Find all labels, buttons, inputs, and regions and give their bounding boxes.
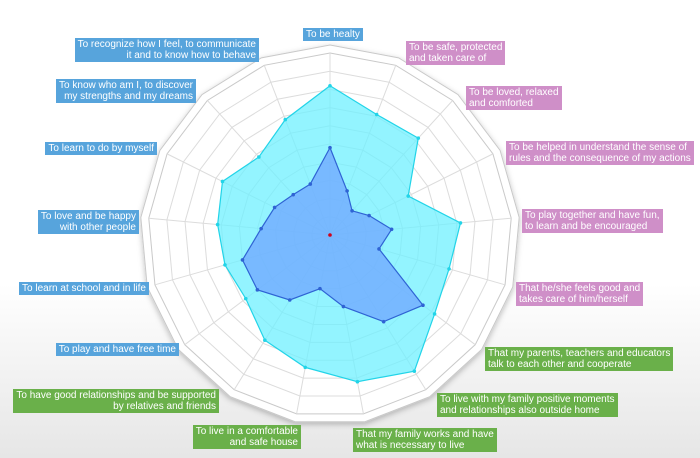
category-label: To be healty	[303, 28, 363, 41]
category-label: That my family works and have what is ne…	[353, 428, 497, 452]
series-1-point	[355, 379, 360, 384]
series-1-point	[432, 312, 437, 316]
series-1-point	[328, 83, 332, 88]
category-label: To love and be happy with other people	[37, 210, 139, 234]
category-label: To be helped in understand the sense of …	[506, 141, 694, 165]
series-2-point	[287, 298, 292, 302]
radar-center-dot	[328, 233, 332, 237]
category-label: To know who am I, to discover my strengt…	[56, 79, 196, 103]
series-1-point	[416, 136, 421, 140]
series-1-point	[303, 365, 308, 370]
radar-grid-ring	[184, 88, 476, 379]
category-label: To live with my family positive moments …	[437, 393, 618, 417]
series-2-point	[259, 226, 263, 231]
series-1-point	[263, 338, 267, 343]
series-2-area	[241, 146, 424, 323]
series-2-point	[255, 288, 260, 292]
category-label: To be loved, relaxed and comforted	[466, 86, 562, 110]
series-1-point	[406, 194, 411, 198]
series-2-point	[367, 213, 371, 218]
series-2-point	[345, 189, 349, 193]
series-2-point	[308, 182, 313, 186]
series-1-point	[283, 117, 288, 122]
series-1-point	[257, 155, 261, 159]
series-1-point	[223, 263, 227, 267]
series-2-point	[272, 205, 277, 210]
radar-grid-ring	[166, 70, 494, 397]
series-1-point	[220, 179, 225, 184]
series-1-point	[447, 267, 451, 271]
series-2-point	[341, 304, 346, 309]
series-1-point	[215, 222, 220, 227]
series-2-point	[291, 192, 296, 197]
series-2-point	[328, 145, 332, 150]
category-label: To be safe, protected and taken care of	[406, 41, 506, 65]
category-label: To have good relationships and be suppor…	[13, 389, 219, 413]
category-label: That my parents, teachers and educators …	[485, 347, 674, 371]
category-label: To play together and have fun, to learn …	[522, 209, 663, 233]
category-label: That he/she feels good and takes care of…	[516, 282, 644, 306]
series-1-point	[374, 112, 379, 117]
category-label: To live in a comfortable and safe house	[192, 425, 301, 449]
category-label: To learn at school and in life	[19, 282, 149, 295]
category-label: To learn to do by myself	[45, 142, 157, 155]
category-label: To recognize how I feel, to communicate …	[74, 38, 259, 62]
series-2-point	[377, 247, 381, 251]
category-label: To play and have free time	[55, 343, 179, 356]
series-2-point	[240, 258, 245, 262]
series-1-point	[458, 221, 463, 225]
series-2-point	[389, 227, 394, 232]
series-1-point	[243, 296, 248, 301]
series-2-point	[381, 319, 386, 324]
series-2-point	[421, 303, 425, 307]
series-1-point	[412, 369, 417, 373]
series-2-point	[318, 286, 322, 291]
series-2-point	[350, 208, 354, 213]
